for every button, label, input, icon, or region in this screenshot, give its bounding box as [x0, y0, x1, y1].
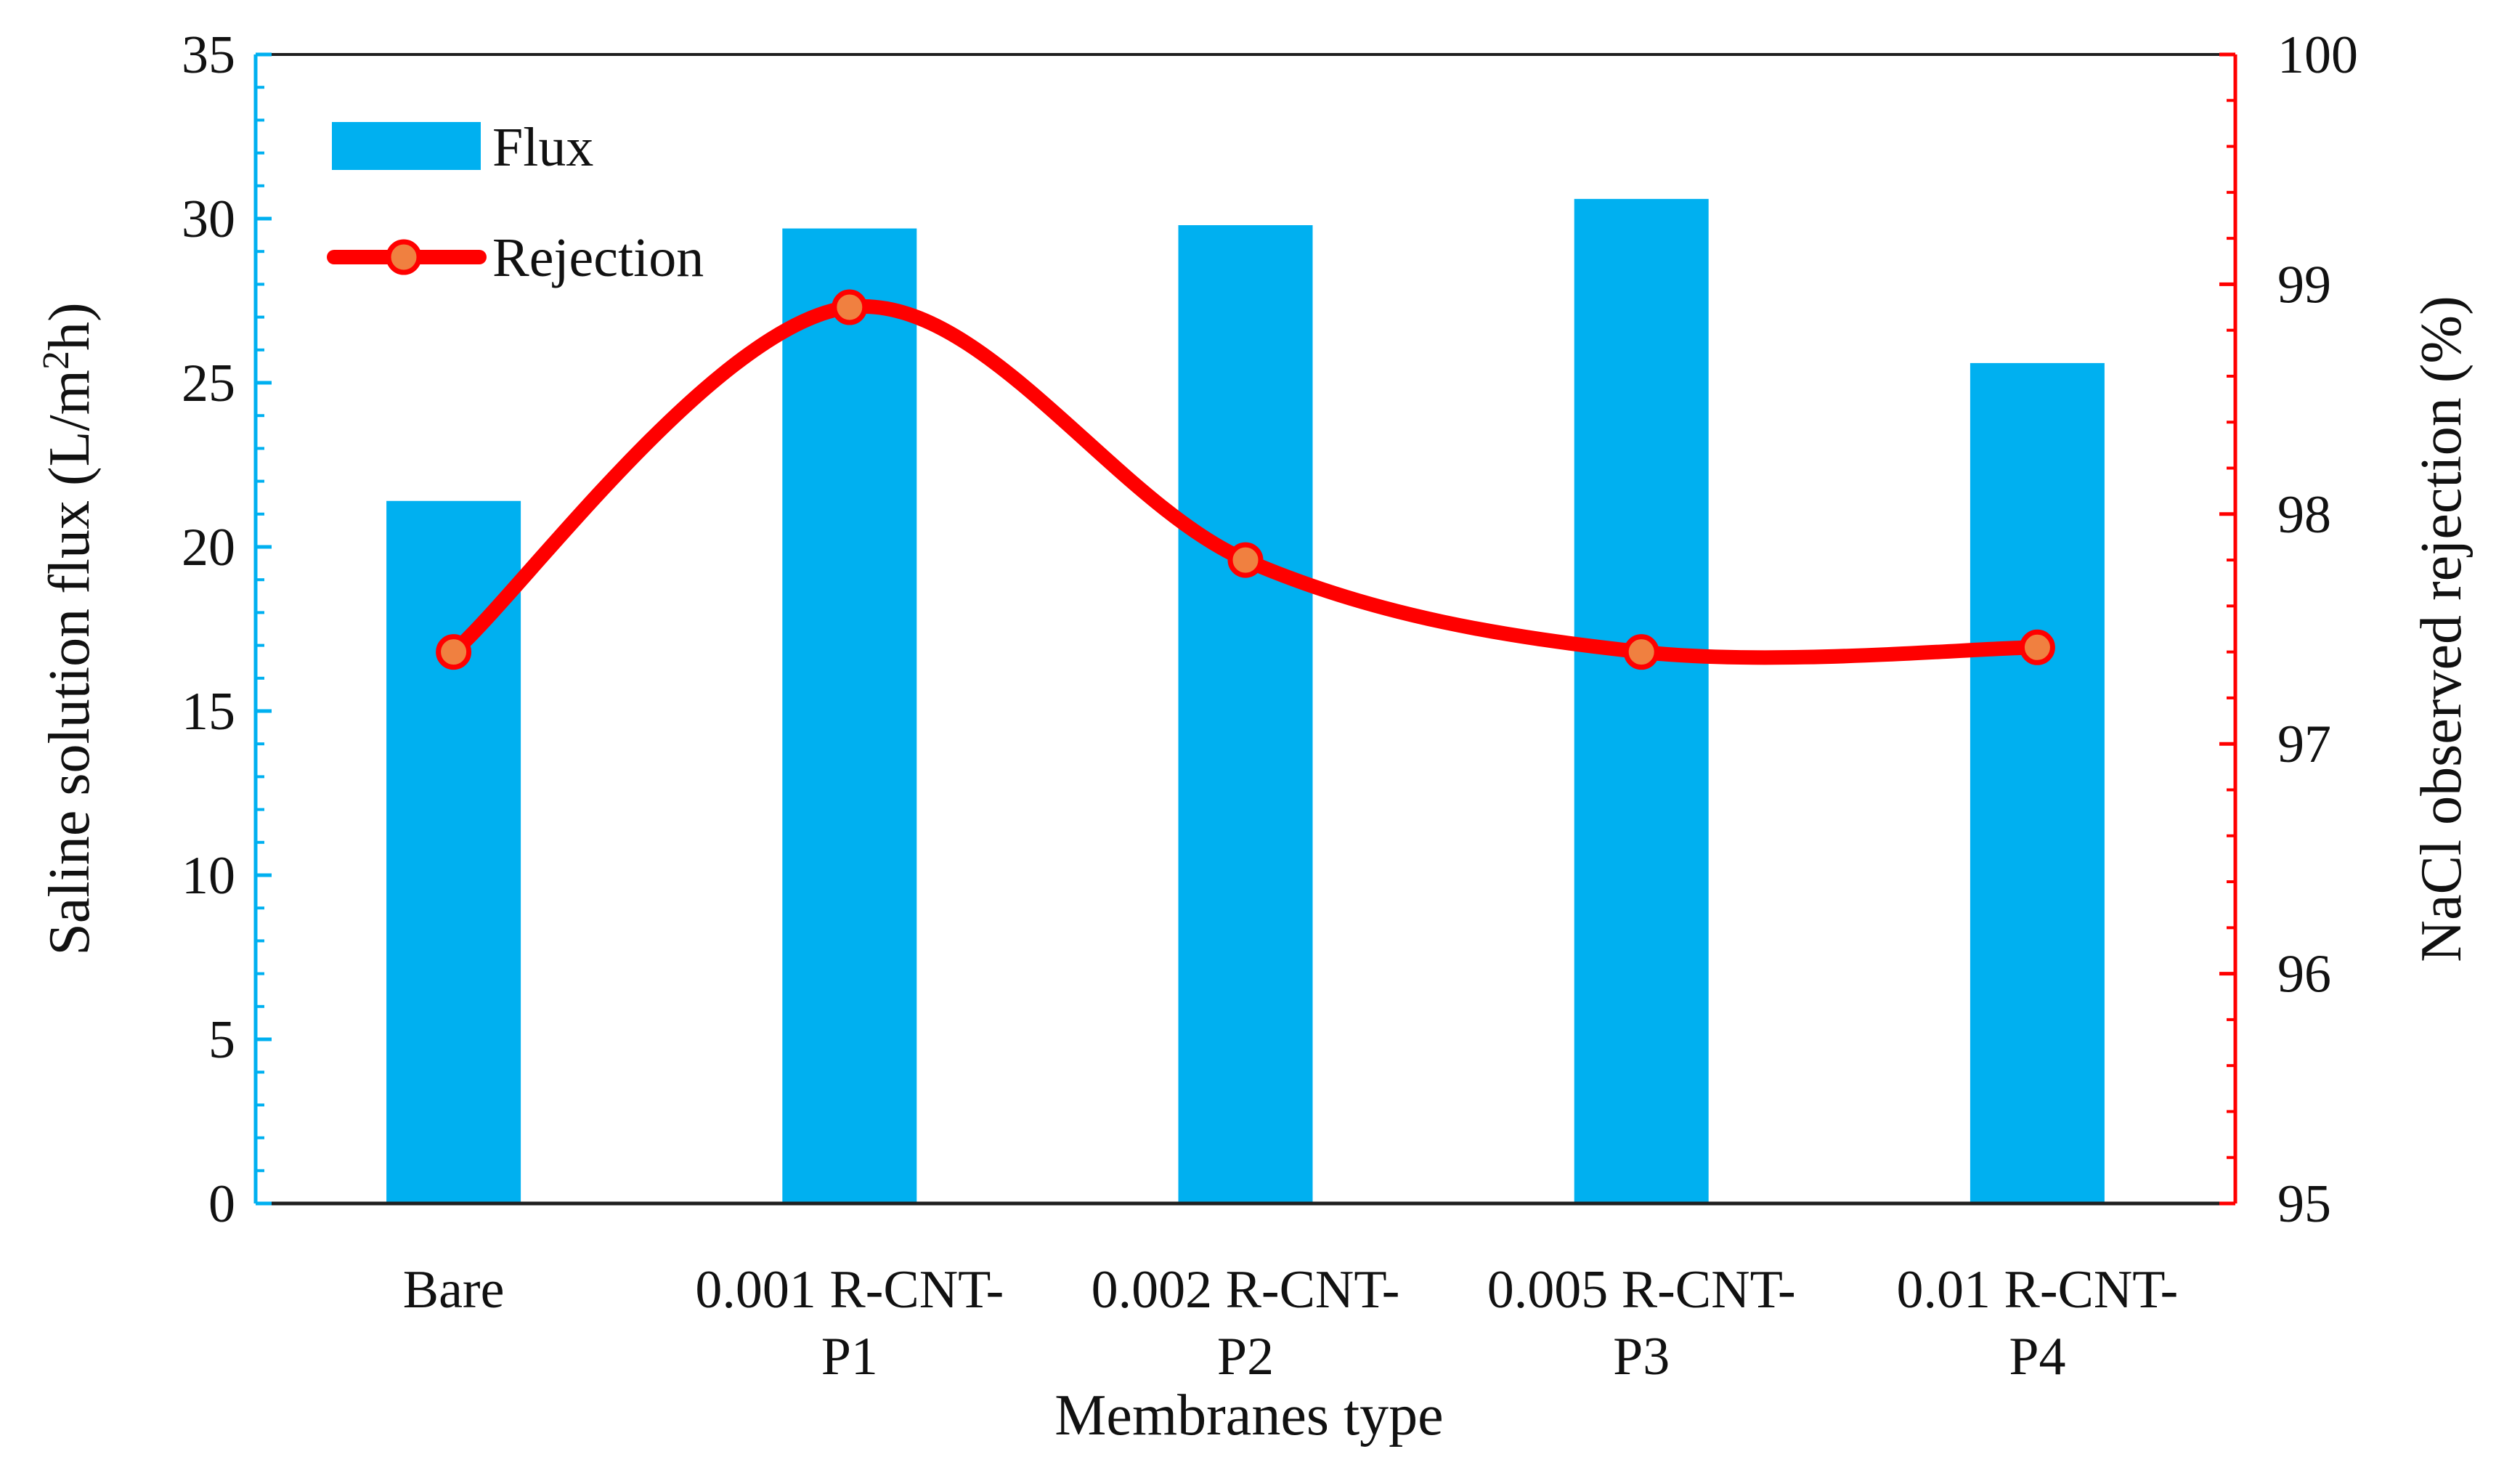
chart-bars-layer	[386, 198, 2105, 1203]
legend-flux-swatch	[332, 122, 481, 170]
left-tick-label: 20	[182, 518, 235, 577]
x-tick-label: 0.002 R-CNT-	[1092, 1260, 1400, 1320]
chart-labels-layer: 0 5 10 15 20 25 30 35 95 96 97 98 99 100 Bare 0.001 R-C…	[36, 25, 2474, 1447]
rejection-point-4	[1623, 634, 1659, 670]
right-tick-label: 98	[2277, 485, 2331, 545]
left-axis-title-tail: h)	[38, 302, 102, 351]
left-tick-label: 0	[208, 1174, 235, 1234]
flux-bar-5	[1970, 362, 2105, 1203]
right-tick-label: 96	[2277, 945, 2331, 1004]
right-axis-title: NaCl observed rejection (%)	[2410, 296, 2474, 962]
right-tick-label: 100	[2277, 25, 2358, 85]
rejection-point-2	[832, 289, 868, 325]
flux-bar-2	[782, 228, 917, 1203]
left-axis-title: Saline solution flux (L/m2h)	[36, 302, 102, 955]
x-tick-label: Bare	[403, 1260, 505, 1320]
x-tick-label: P2	[1217, 1327, 1274, 1386]
left-tick-label: 10	[182, 846, 235, 906]
flux-bar-4	[1574, 198, 1709, 1203]
right-tick-label: 95	[2277, 1174, 2331, 1234]
x-tick-label: P3	[1613, 1327, 1670, 1386]
legend-flux-label: Flux	[492, 117, 593, 178]
left-tick-label: 15	[182, 682, 235, 742]
chart-legend: Flux Rejection	[327, 117, 704, 288]
x-axis-title: Membranes type	[1054, 1384, 1443, 1447]
left-tick-label: 35	[182, 25, 235, 85]
x-tick-label: 0.005 R-CNT-	[1487, 1260, 1796, 1320]
rejection-point-3	[1227, 542, 1264, 578]
left-tick-label: 5	[208, 1010, 235, 1070]
x-tick-label: 0.01 R-CNT-	[1896, 1260, 2178, 1320]
left-tick-label: 30	[182, 190, 235, 249]
rejection-point-1	[436, 634, 472, 670]
left-axis-title-sup: 2	[36, 351, 77, 370]
legend-rejection-marker	[386, 239, 422, 275]
flux-bar-3	[1178, 225, 1313, 1203]
flux-bar-1	[386, 500, 521, 1203]
left-axis-title-main: Saline solution flux (L/m	[38, 370, 102, 956]
right-tick-label: 97	[2277, 715, 2331, 774]
chart-axes-layer	[253, 52, 2237, 1206]
legend-rejection-label: Rejection	[492, 227, 704, 288]
rejection-line	[446, 299, 2045, 665]
left-tick-label: 25	[182, 354, 235, 413]
x-tick-label: P1	[821, 1327, 878, 1386]
rejection-line-layer	[436, 289, 2055, 670]
x-tick-label: P4	[2009, 1327, 2065, 1386]
x-tick-label: 0.001 R-CNT-	[695, 1260, 1004, 1320]
right-tick-label: 99	[2277, 255, 2331, 314]
rejection-point-5	[2019, 629, 2055, 665]
